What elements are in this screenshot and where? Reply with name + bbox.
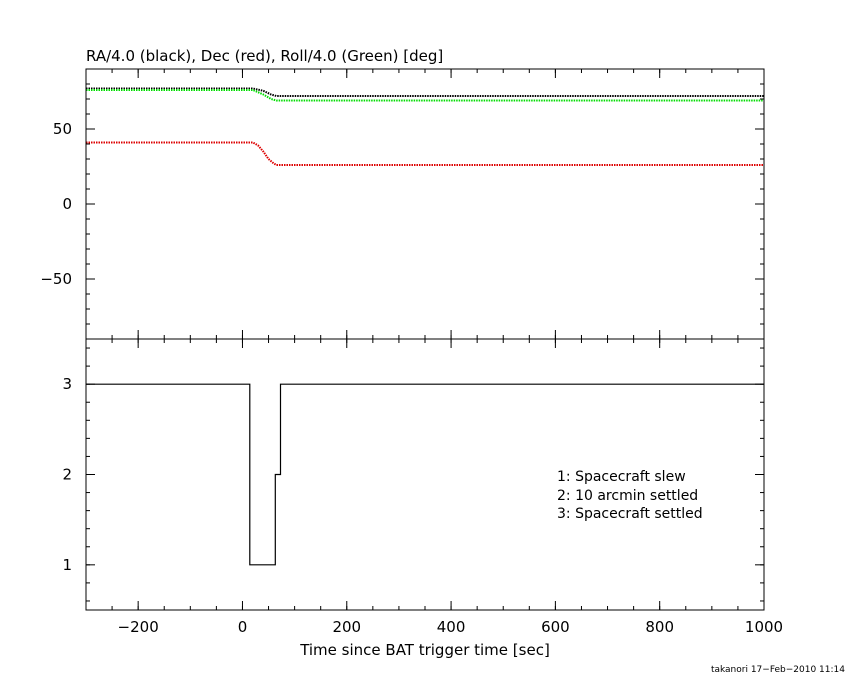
top-panel-ticks bbox=[85, 68, 765, 340]
x-tick-label: 400 bbox=[437, 618, 466, 636]
y-tick-label: 3 bbox=[62, 375, 72, 393]
bottom-panel-frame bbox=[85, 338, 765, 611]
y-tick-label: 50 bbox=[53, 120, 72, 138]
attitude-series-2 bbox=[86, 141, 764, 166]
y-tick-label: −50 bbox=[40, 270, 72, 288]
y-tick-label: 1 bbox=[62, 556, 72, 574]
x-tick-label: 200 bbox=[332, 618, 361, 636]
top-panel-series bbox=[86, 87, 764, 166]
y-tick-label: 2 bbox=[62, 466, 72, 484]
x-tick-label: 0 bbox=[238, 618, 248, 636]
footer-stamp: takanori 17−Feb−2010 11:14 bbox=[711, 665, 845, 675]
y-tick-label: 0 bbox=[62, 195, 72, 213]
attitude-series-1 bbox=[86, 89, 764, 102]
tick-labels: −50 0 50 −200 0 200 400 600 800 1000 1 2 3 bbox=[40, 120, 783, 636]
bottom-panel-series bbox=[86, 383, 764, 566]
attitude-series-0 bbox=[86, 87, 764, 97]
legend-item-2: 2: 10 arcmin settled bbox=[557, 488, 698, 504]
x-tick-label: −200 bbox=[118, 618, 159, 636]
x-tick-label: 600 bbox=[541, 618, 570, 636]
legend-item-1: 1: Spacecraft slew bbox=[557, 469, 686, 485]
settle-status-series-0 bbox=[86, 383, 764, 566]
x-axis-label: Time since BAT trigger time [sec] bbox=[299, 641, 550, 659]
top-panel-title: RA/4.0 (black), Dec (red), Roll/4.0 (Gre… bbox=[86, 47, 443, 65]
legend-item-3: 3: Spacecraft settled bbox=[557, 506, 703, 522]
top-panel-frame bbox=[85, 68, 765, 340]
x-tick-label: 800 bbox=[645, 618, 674, 636]
x-tick-label: 1000 bbox=[745, 618, 783, 636]
